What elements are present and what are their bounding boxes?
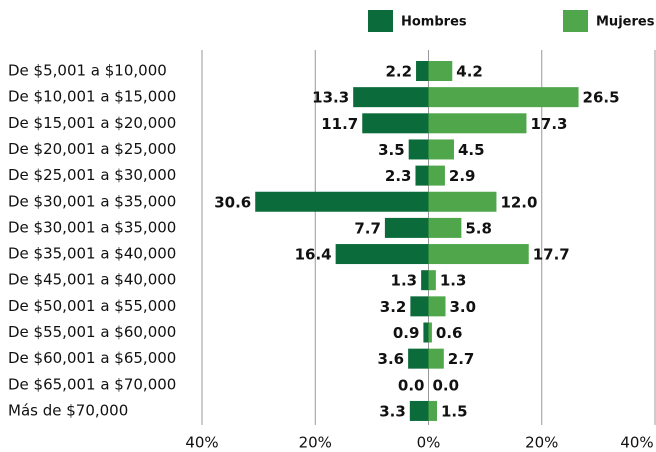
value-label: 2.7 (448, 350, 475, 368)
bar (428, 400, 437, 421)
value-label: 3.2 (380, 298, 407, 316)
bar (415, 165, 429, 186)
bar (421, 270, 429, 291)
bar (428, 244, 529, 265)
category-label: De $60,001 a $65,000 (8, 349, 176, 367)
bar (362, 113, 429, 134)
bar (428, 113, 527, 134)
value-label: 4.5 (458, 141, 485, 159)
category-label: Más de $70,000 (8, 401, 128, 419)
bar (428, 139, 454, 160)
category-label: De $25,001 a $30,000 (8, 166, 176, 184)
x-tick-label: 20% (299, 434, 332, 452)
value-label: 17.7 (533, 246, 570, 264)
bar (416, 61, 429, 81)
legend-swatch (368, 10, 393, 32)
value-label: 17.3 (530, 115, 567, 133)
bar (428, 348, 444, 369)
category-label: De $50,001 a $55,000 (8, 297, 176, 315)
bar (428, 296, 446, 317)
value-label: 26.5 (583, 89, 620, 107)
bar (255, 191, 429, 212)
legend-label: Mujeres (596, 15, 655, 30)
value-label: 1.5 (441, 402, 468, 420)
value-label: 16.4 (295, 246, 332, 264)
value-label: 7.7 (354, 219, 381, 237)
x-tick-label: 40% (185, 434, 218, 452)
value-label: 2.3 (385, 167, 412, 185)
bar (353, 87, 429, 108)
value-label: 12.0 (500, 193, 537, 211)
bar (408, 348, 429, 369)
value-label: 0.0 (433, 376, 460, 394)
value-label: 3.3 (379, 402, 406, 420)
value-label: 1.3 (440, 272, 467, 290)
category-label: De $15,001 a $20,000 (8, 114, 176, 132)
bar (384, 217, 429, 238)
category-label: De $30,001 a $35,000 (8, 218, 176, 236)
category-label: De $35,001 a $40,000 (8, 245, 176, 263)
value-label: 2.9 (449, 167, 476, 185)
category-label: De $10,001 a $15,000 (8, 88, 176, 106)
value-label: 2.2 (385, 63, 412, 81)
value-label: 30.6 (214, 193, 251, 211)
category-label: De $65,001 a $70,000 (8, 375, 176, 393)
x-tick-label: 40% (620, 434, 653, 452)
bar (410, 296, 429, 317)
x-tick-label: 20% (525, 434, 558, 452)
category-label: De $20,001 a $25,000 (8, 140, 176, 158)
value-label: 13.3 (312, 89, 349, 107)
bar (428, 191, 497, 212)
bar (428, 217, 462, 238)
bar (428, 270, 436, 291)
value-label: 3.5 (378, 141, 405, 159)
legend-swatch (563, 10, 588, 32)
value-label: 11.7 (321, 115, 358, 133)
x-tick-label: 0% (417, 434, 441, 452)
bar (428, 61, 453, 81)
value-label: 3.6 (378, 350, 405, 368)
value-label: 5.8 (465, 219, 492, 237)
category-label: De $5,001 a $10,000 (8, 62, 167, 80)
value-label: 4.2 (456, 63, 483, 81)
category-label: De $30,001 a $35,000 (8, 192, 176, 210)
bar (428, 87, 579, 108)
value-label: 0.9 (393, 324, 420, 342)
bar (335, 244, 429, 265)
bar (409, 400, 429, 421)
category-label: De $55,001 a $60,000 (8, 323, 176, 341)
bar (428, 165, 445, 186)
bar (423, 322, 429, 343)
bar (408, 139, 429, 160)
value-label: 0.0 (398, 376, 425, 394)
value-label: 3.0 (449, 298, 476, 316)
value-label: 1.3 (391, 272, 418, 290)
category-label: De $45,001 a $40,000 (8, 271, 176, 289)
value-label: 0.6 (436, 324, 463, 342)
bar (428, 322, 432, 343)
legend-label: Hombres (401, 15, 467, 30)
